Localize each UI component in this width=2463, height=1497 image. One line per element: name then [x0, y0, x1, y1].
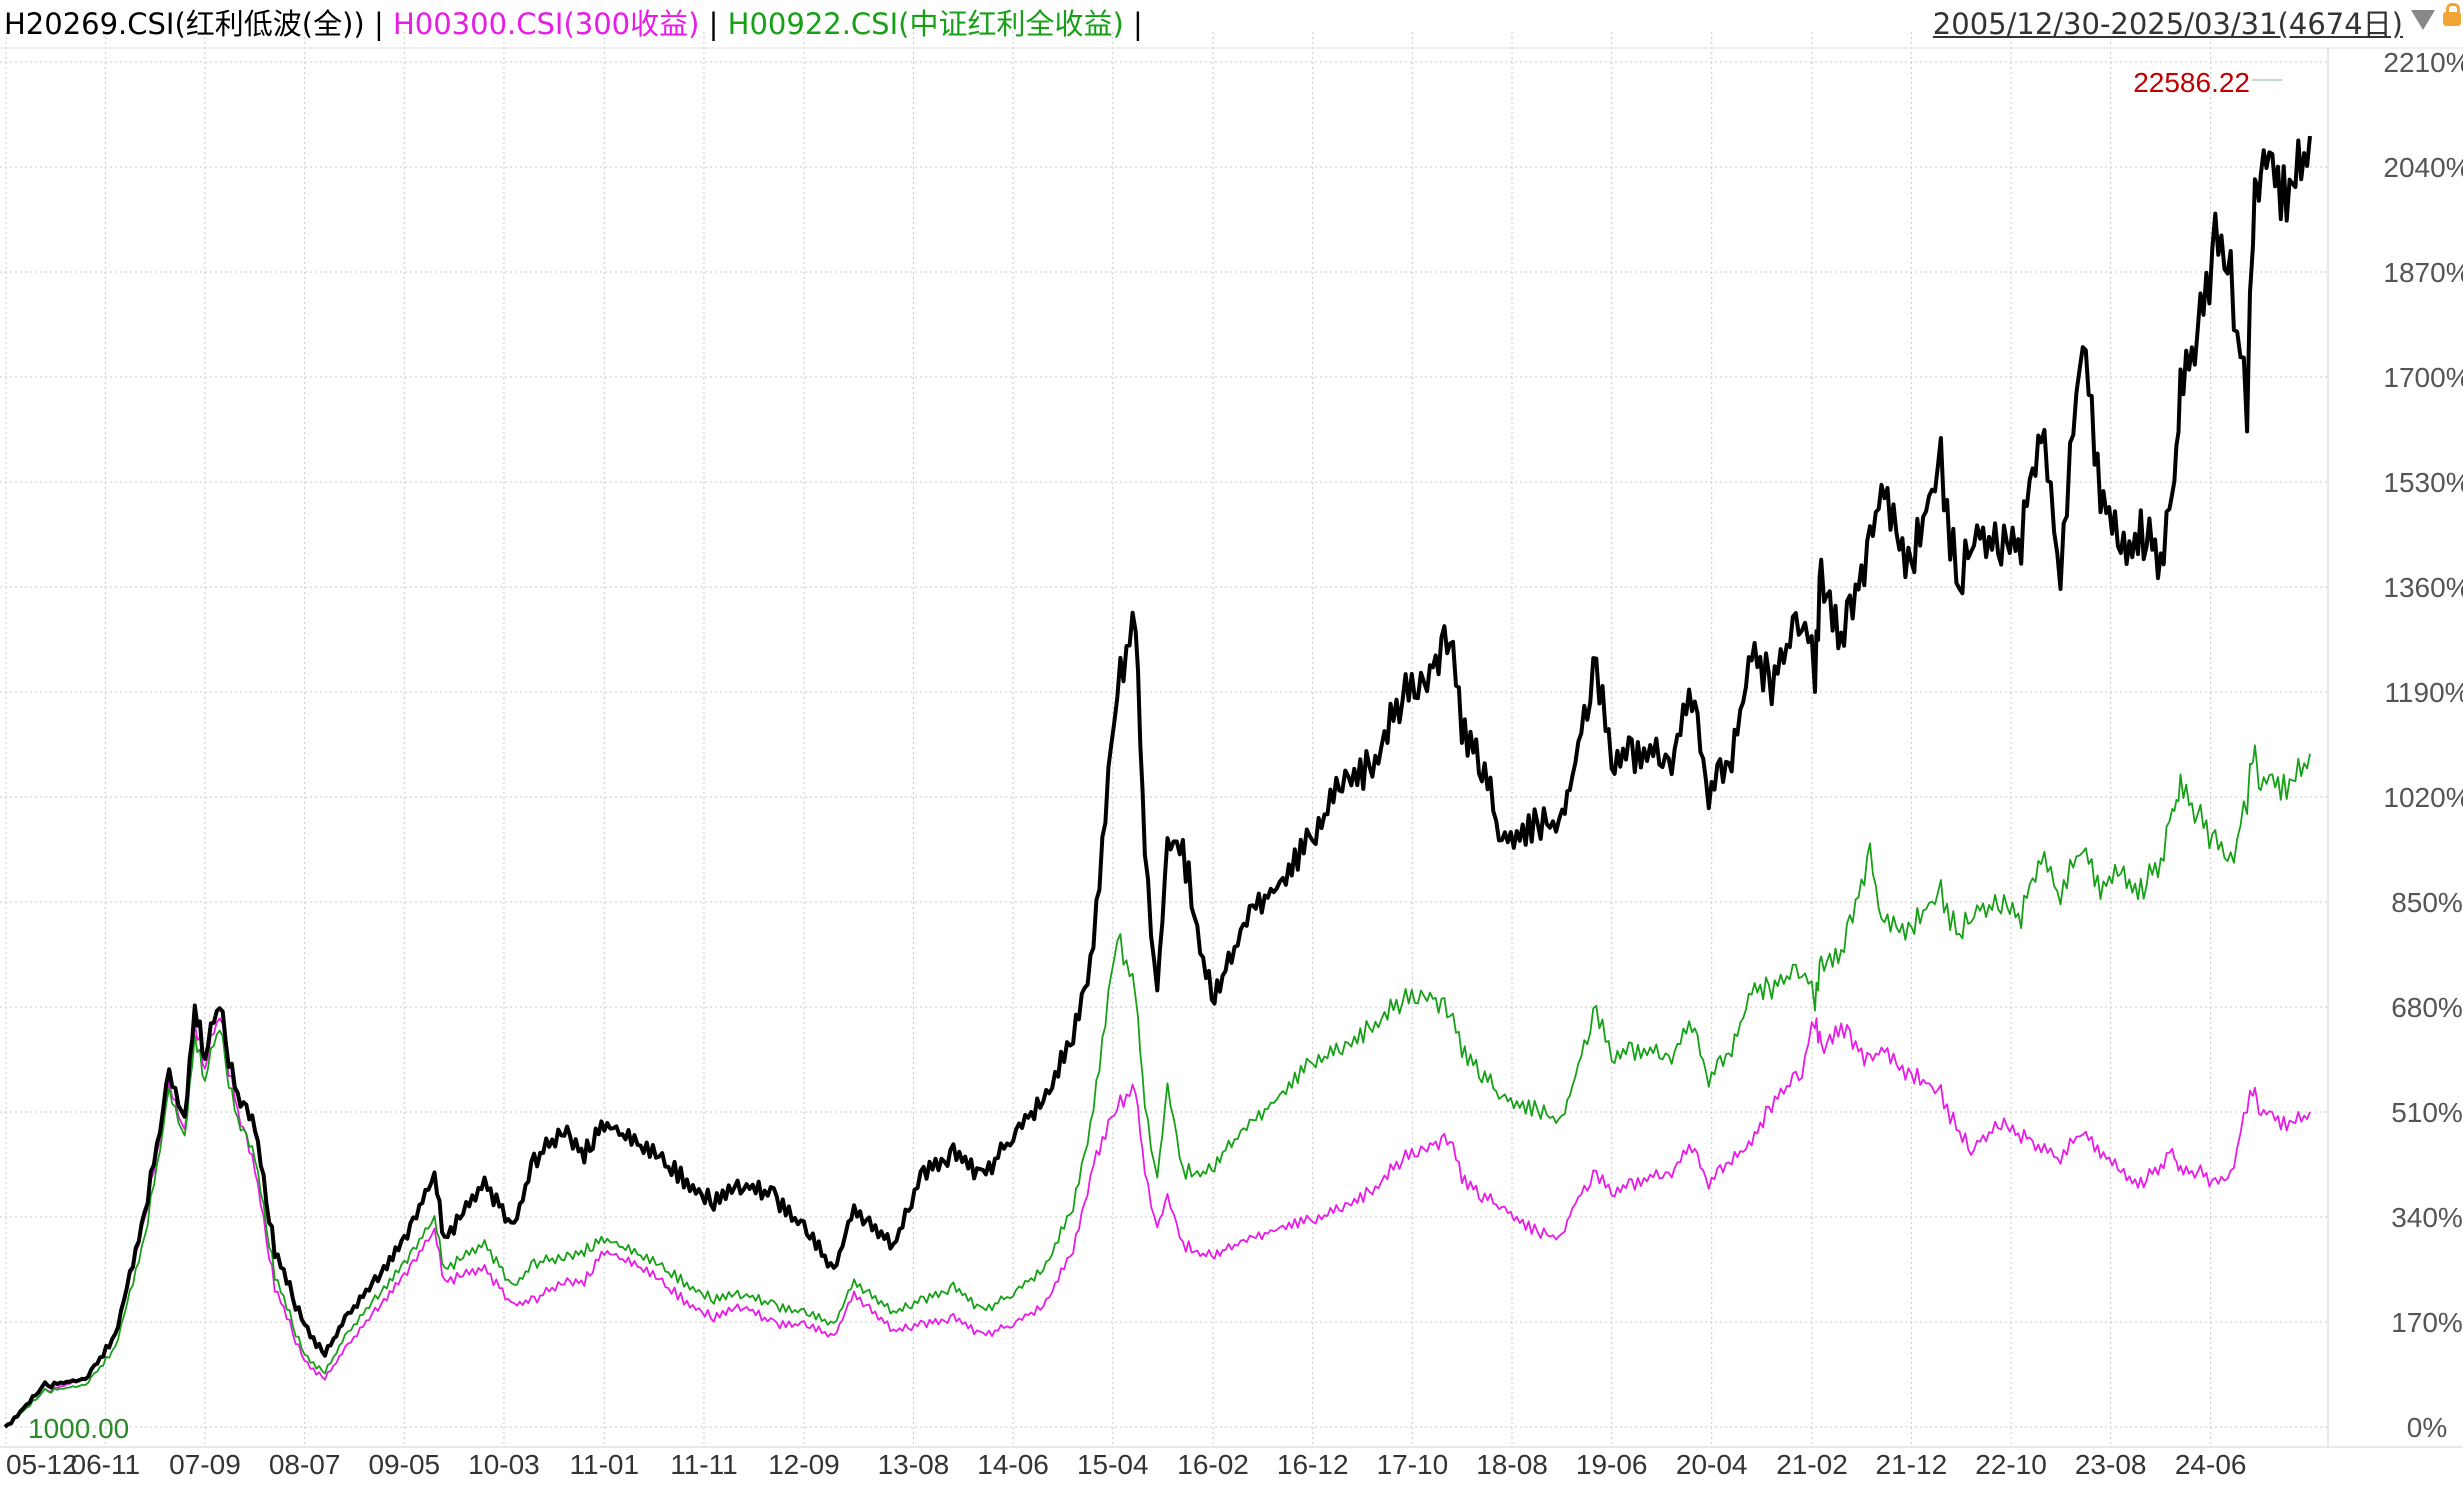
y-tick-label: 1700% — [2383, 362, 2463, 393]
x-tick-label: 12-09 — [768, 1449, 840, 1480]
x-tick-label: 11-11 — [670, 1449, 737, 1480]
x-tick-label: 05-12 — [6, 1449, 78, 1480]
legend-separator: | — [373, 7, 384, 41]
series-line-h20269-csi — [3, 135, 2312, 1429]
y-tick-label: 0% — [2407, 1412, 2447, 1443]
y-tick-label: 1870% — [2383, 257, 2463, 288]
y-tick-label: 1360% — [2383, 572, 2463, 603]
x-tick-label: 18-08 — [1476, 1449, 1548, 1480]
x-tick-label: 13-08 — [878, 1449, 950, 1480]
date-range-selector[interactable]: 2005/12/30-2025/03/31(4674日) — [1932, 7, 2403, 41]
legend-series-magenta[interactable]: H00300.CSI(300收益) — [392, 7, 700, 41]
series-lines — [3, 135, 2312, 1429]
legend-series-green[interactable]: H00922.CSI(中证红利全收益) — [727, 7, 1124, 41]
grid — [0, 32, 2463, 1448]
y-axis-tick-labels: 0% 170% 340% 510% 680% 850% 1020% 1190% 1360% 153… — [2383, 47, 2463, 1443]
x-tick-label: 21-02 — [1776, 1449, 1848, 1480]
x-tick-label: 14-06 — [977, 1449, 1049, 1480]
dropdown-arrow-icon[interactable] — [2411, 10, 2435, 30]
y-tick-label: 850% — [2391, 887, 2463, 918]
legend-separator: | — [1133, 7, 1143, 41]
y-tick-label: 170% — [2391, 1307, 2463, 1338]
x-tick-label: 21-12 — [1876, 1449, 1948, 1480]
series-line-h00922-csi — [4, 744, 2311, 1428]
x-tick-label: 16-02 — [1177, 1449, 1249, 1480]
series-line-h00300-csi — [4, 1017, 2311, 1428]
y-tick-label: 2210% — [2383, 47, 2463, 78]
x-tick-label: 20-04 — [1676, 1449, 1748, 1480]
x-tick-label: 10-03 — [468, 1449, 540, 1480]
legend-series-black[interactable]: H20269.CSI(红利低波(全)) — [4, 7, 365, 41]
x-tick-label: 08-07 — [269, 1449, 341, 1480]
y-tick-label: 680% — [2391, 992, 2463, 1023]
series-legend: H20269.CSI(红利低波(全)) | H00300.CSI(300收益) … — [4, 4, 1143, 44]
y-tick-label: 2040% — [2383, 152, 2463, 183]
x-tick-label: 16-12 — [1277, 1449, 1349, 1480]
lock-icon[interactable] — [2443, 3, 2461, 26]
x-tick-label: 06-11 — [71, 1449, 141, 1480]
x-tick-label: 19-06 — [1576, 1449, 1648, 1480]
max-value-label: 22586.22 — [2133, 67, 2250, 98]
start-value-label: 1000.00 — [28, 1413, 129, 1444]
x-tick-label: 11-01 — [570, 1449, 640, 1480]
x-tick-label: 22-10 — [1975, 1449, 2047, 1480]
x-tick-label: 17-10 — [1377, 1449, 1449, 1480]
y-tick-label: 510% — [2391, 1097, 2463, 1128]
x-tick-label: 07-09 — [169, 1449, 241, 1480]
x-tick-label: 24-06 — [2175, 1449, 2247, 1480]
y-tick-label: 340% — [2391, 1202, 2463, 1233]
x-tick-label: 15-04 — [1077, 1449, 1149, 1480]
legend-separator: | — [708, 7, 719, 41]
x-tick-label: 09-05 — [368, 1449, 440, 1480]
y-tick-label: 1530% — [2383, 467, 2463, 498]
y-tick-label: 1020% — [2383, 782, 2463, 813]
x-tick-label: 23-08 — [2075, 1449, 2147, 1480]
annotations: 1000.00 22586.22 — [28, 67, 2282, 1444]
y-tick-label: 1190% — [2384, 677, 2463, 708]
